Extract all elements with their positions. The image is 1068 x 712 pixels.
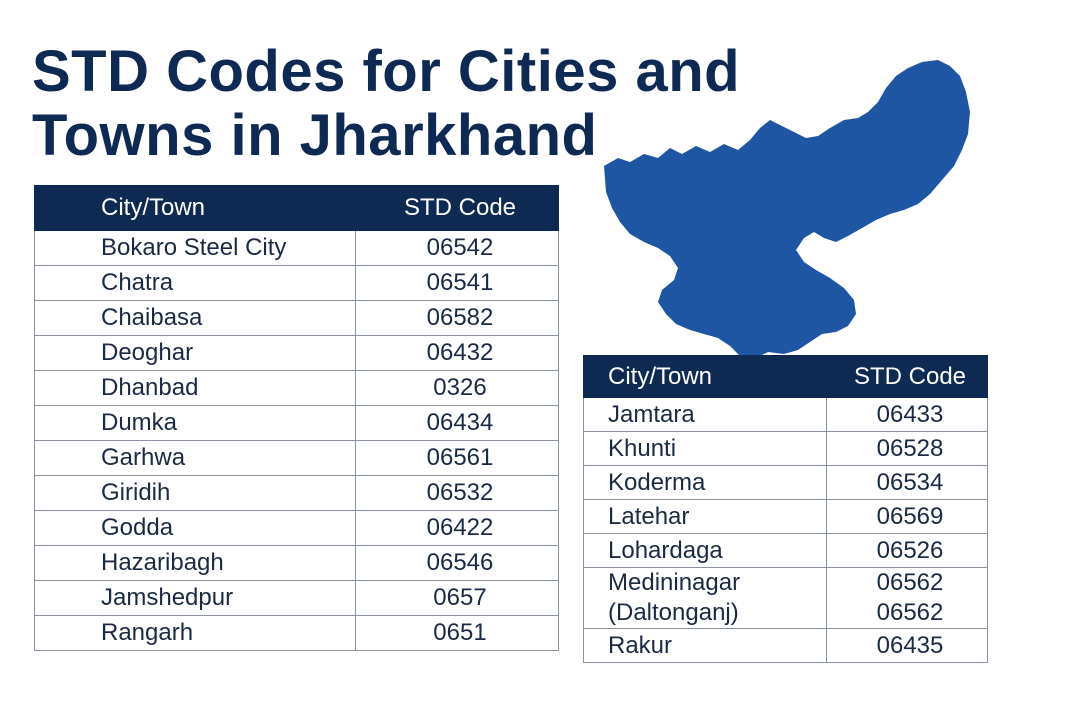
table-row: Chatra 06541 bbox=[34, 265, 559, 301]
table-header-row: City/Town STD Code bbox=[583, 355, 988, 398]
std-code-table-left: City/Town STD Code Bokaro Steel City 0654… bbox=[34, 185, 559, 651]
page-title-line-2: Towns in Jharkhand bbox=[32, 103, 598, 168]
table-row: Lohardaga 06526 bbox=[583, 533, 988, 568]
table-header-row: City/Town STD Code bbox=[34, 185, 559, 231]
city-cell: Bokaro Steel City bbox=[34, 230, 356, 266]
jharkhand-map-shape bbox=[604, 60, 970, 358]
table-row: Godda 06422 bbox=[34, 510, 559, 546]
table-row: Jamtara 06433 bbox=[583, 397, 988, 432]
std-code-cell: 06546 bbox=[355, 545, 559, 581]
table-row: Giridih 06532 bbox=[34, 475, 559, 511]
std-code-cell: 06582 bbox=[355, 300, 559, 336]
std-code-cell: 06528 bbox=[826, 431, 988, 466]
std-code-cell: 0657 bbox=[355, 580, 559, 616]
city-cell: Latehar bbox=[583, 499, 827, 534]
table-row: Deoghar 06432 bbox=[34, 335, 559, 371]
table-row: Bokaro Steel City 06542 bbox=[34, 230, 559, 266]
table-row: Rangarh 0651 bbox=[34, 615, 559, 651]
city-cell: Deoghar bbox=[34, 335, 356, 371]
city-name-line: Medininagar bbox=[608, 569, 741, 596]
city-cell: Dumka bbox=[34, 405, 356, 441]
column-header-std-code: STD Code bbox=[355, 185, 559, 231]
city-cell: Dhanbad bbox=[34, 370, 356, 406]
table-row: Medininagar (Daltonganj) 06562 06562 bbox=[583, 567, 988, 629]
table-row: Hazaribagh 06546 bbox=[34, 545, 559, 581]
std-code-line: 06562 bbox=[876, 569, 944, 596]
std-code-cell: 06541 bbox=[355, 265, 559, 301]
table-row: Latehar 06569 bbox=[583, 499, 988, 534]
std-code-cell: 06562 06562 bbox=[826, 567, 988, 629]
table-row: Garhwa 06561 bbox=[34, 440, 559, 476]
city-cell: Jamshedpur bbox=[34, 580, 356, 616]
std-code-table-right: City/Town STD Code Jamtara 06433 Khunti 06… bbox=[583, 355, 988, 663]
city-cell: Chatra bbox=[34, 265, 356, 301]
std-code-cell: 0651 bbox=[355, 615, 559, 651]
std-code-cell: 06422 bbox=[355, 510, 559, 546]
std-code-cell: 06532 bbox=[355, 475, 559, 511]
city-name-line: (Daltonganj) bbox=[608, 599, 739, 626]
table-row: Koderma 06534 bbox=[583, 465, 988, 500]
std-code-cell: 06432 bbox=[355, 335, 559, 371]
city-cell: Chaibasa bbox=[34, 300, 356, 336]
std-code-cell: 06534 bbox=[826, 465, 988, 500]
table-row: Khunti 06528 bbox=[583, 431, 988, 466]
city-cell: Khunti bbox=[583, 431, 827, 466]
city-cell: Koderma bbox=[583, 465, 827, 500]
std-code-line: 06562 bbox=[876, 599, 944, 626]
city-cell: Hazaribagh bbox=[34, 545, 356, 581]
std-code-cell: 06561 bbox=[355, 440, 559, 476]
std-code-cell: 06435 bbox=[826, 628, 988, 663]
city-cell: Giridih bbox=[34, 475, 356, 511]
city-cell: Godda bbox=[34, 510, 356, 546]
std-code-cell: 06569 bbox=[826, 499, 988, 534]
std-code-cell: 06526 bbox=[826, 533, 988, 568]
table-row: Chaibasa 06582 bbox=[34, 300, 559, 336]
jharkhand-map-icon bbox=[604, 60, 970, 358]
city-cell: Rangarh bbox=[34, 615, 356, 651]
city-cell: Medininagar (Daltonganj) bbox=[583, 567, 827, 629]
column-header-std-code: STD Code bbox=[826, 355, 988, 398]
std-code-cell: 06434 bbox=[355, 405, 559, 441]
page-title: STD Codes for Cities and Towns in Jharkh… bbox=[32, 40, 792, 168]
page-title-line-1: STD Codes for Cities and bbox=[32, 39, 741, 104]
std-code-cell: 06542 bbox=[355, 230, 559, 266]
std-code-cell: 0326 bbox=[355, 370, 559, 406]
table-row: Jamshedpur 0657 bbox=[34, 580, 559, 616]
city-cell: Rakur bbox=[583, 628, 827, 663]
city-cell: Jamtara bbox=[583, 397, 827, 432]
city-cell: Garhwa bbox=[34, 440, 356, 476]
std-code-cell: 06433 bbox=[826, 397, 988, 432]
column-header-city: City/Town bbox=[34, 185, 356, 231]
table-row: Dumka 06434 bbox=[34, 405, 559, 441]
city-cell: Lohardaga bbox=[583, 533, 827, 568]
column-header-city: City/Town bbox=[583, 355, 827, 398]
table-row: Rakur 06435 bbox=[583, 628, 988, 663]
table-row: Dhanbad 0326 bbox=[34, 370, 559, 406]
